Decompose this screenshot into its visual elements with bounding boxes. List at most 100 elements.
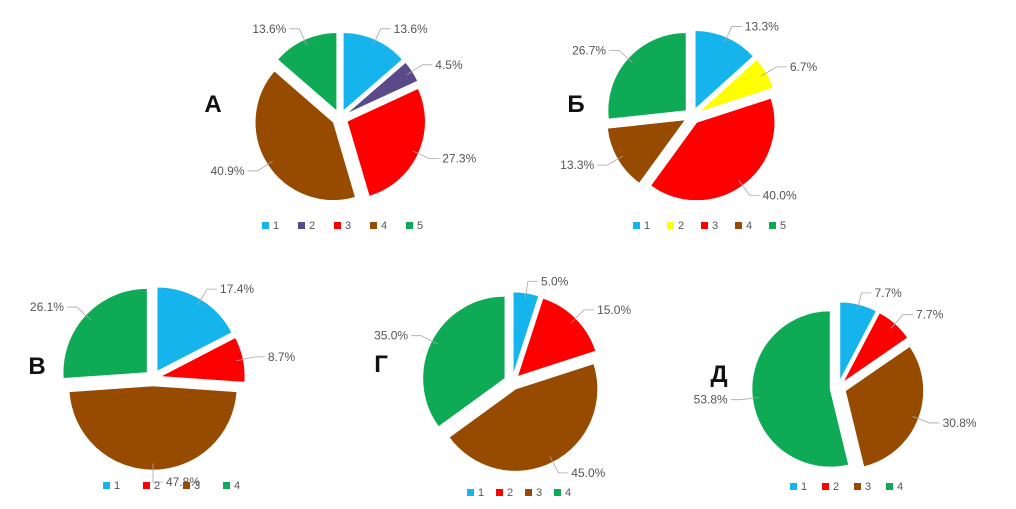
chart-title: А <box>204 91 221 118</box>
legend-swatch <box>701 222 708 229</box>
pie-slice-3 <box>650 97 775 201</box>
data-label: 26.7% <box>572 44 606 58</box>
legend-swatch <box>769 222 776 229</box>
data-label: 8.7% <box>268 350 296 364</box>
data-label: 13.3% <box>560 158 594 172</box>
legend-swatch <box>406 222 413 229</box>
leader-line <box>152 463 163 483</box>
leader-line <box>406 64 433 76</box>
legend-label: 2 <box>833 481 839 493</box>
legend: 1 2 3 4 <box>103 480 240 492</box>
legend-swatch <box>262 222 269 229</box>
legend-swatch <box>103 482 110 489</box>
legend-label: 2 <box>309 220 315 232</box>
pie-chart-2: Б 13.3% 6.7% 40.0% 13.3% 26.7% 1 2 3 4 5 <box>560 19 817 232</box>
legend-swatch <box>496 489 503 496</box>
leader-line <box>912 416 940 424</box>
legend: 1 2 3 4 5 <box>633 220 786 232</box>
data-label: 30.8% <box>943 416 977 430</box>
legend-swatch <box>633 222 640 229</box>
legend-label: 1 <box>114 480 120 492</box>
data-label: 53.8% <box>694 393 728 407</box>
legend-swatch <box>790 483 797 490</box>
legend-swatch <box>183 482 190 489</box>
pie-slice-3 <box>68 385 238 471</box>
leader-line <box>609 50 633 63</box>
leader-line <box>411 335 438 345</box>
leader-line <box>412 150 440 159</box>
legend-swatch <box>667 222 674 229</box>
leader-line <box>570 309 595 324</box>
legend-label: 4 <box>234 480 240 492</box>
leader-line <box>524 280 538 300</box>
legend-label: 1 <box>478 487 484 499</box>
legend-label: 1 <box>644 220 650 232</box>
data-label: 27.3% <box>442 152 476 166</box>
leader-line <box>372 28 391 46</box>
legend-label: 5 <box>780 220 786 232</box>
data-label: 40.0% <box>763 188 797 202</box>
chart-title: Г <box>374 351 388 378</box>
data-label: 6.7% <box>790 60 818 74</box>
legend: 1 2 3 4 <box>790 481 903 493</box>
legend-label: 3 <box>865 481 871 493</box>
pie-slice-4 <box>751 310 849 468</box>
pie-slice-4 <box>62 288 148 379</box>
pie-slice-4 <box>254 70 356 201</box>
data-label: 13.6% <box>252 22 286 36</box>
leader-line <box>247 160 274 172</box>
data-label: 35.0% <box>374 329 408 343</box>
leader-line <box>738 180 760 196</box>
legend-label: 4 <box>897 481 903 493</box>
legend-swatch <box>525 489 532 496</box>
legend-swatch <box>467 489 474 496</box>
data-label: 13.3% <box>745 19 779 33</box>
data-label: 40.9% <box>211 164 245 178</box>
legend-swatch <box>223 482 230 489</box>
legend-label: 3 <box>345 220 351 232</box>
leader-line <box>236 356 265 362</box>
leader-line <box>66 306 91 321</box>
pie-chart-4: Г 5.0% 15.0% 45.0% 35.0% 1 2 3 4 <box>374 274 631 499</box>
legend-label: 4 <box>565 487 571 499</box>
data-label: 15.0% <box>597 303 631 317</box>
legend-swatch <box>735 222 742 229</box>
legend-label: 2 <box>154 480 160 492</box>
legend-label: 3 <box>194 480 200 492</box>
leader-line <box>597 155 624 166</box>
legend-label: 1 <box>273 220 279 232</box>
data-label: 7.7% <box>916 308 944 322</box>
legend-swatch <box>370 222 377 229</box>
leader-line <box>549 456 569 474</box>
leader-line <box>289 28 308 46</box>
legend-swatch <box>886 483 893 490</box>
legend-label: 5 <box>417 220 423 232</box>
data-label: 17.4% <box>220 282 254 296</box>
legend-swatch <box>554 489 561 496</box>
leader-line <box>890 314 914 329</box>
data-label: 4.5% <box>435 58 463 72</box>
chart-title: Д <box>710 361 727 388</box>
legend-swatch <box>854 483 861 490</box>
leader-line <box>856 292 872 311</box>
data-label: 7.7% <box>874 286 902 300</box>
legend-swatch <box>143 482 150 489</box>
pie-slice-5 <box>607 32 687 120</box>
chart-title: В <box>28 353 45 380</box>
leader-line <box>760 66 787 77</box>
legend-label: 2 <box>507 487 513 499</box>
leader-line <box>196 288 218 306</box>
legend-swatch <box>822 483 829 490</box>
legend-label: 1 <box>801 481 807 493</box>
legend: 1 2 3 4 5 <box>262 220 423 232</box>
legend-label: 2 <box>678 220 684 232</box>
pie-chart-1: А 13.6% 4.5% 27.3% 40.9% 13.6% 1 2 3 4 5 <box>204 22 476 232</box>
data-label: 45.0% <box>571 466 605 480</box>
chart-title: Б <box>567 91 584 118</box>
legend-label: 3 <box>712 220 718 232</box>
data-label: 5.0% <box>541 274 569 288</box>
leader-line <box>723 26 742 44</box>
data-label: 13.6% <box>394 22 428 36</box>
